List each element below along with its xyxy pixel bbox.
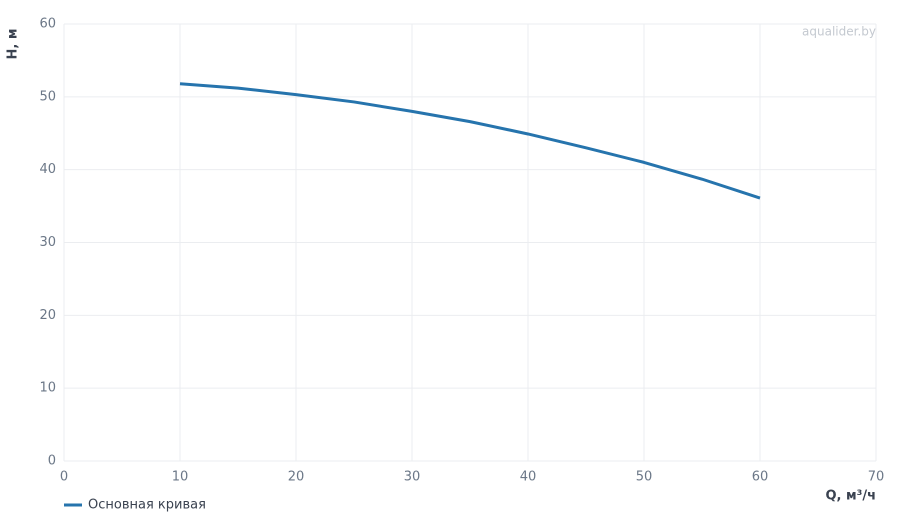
y-tick-label: 10 <box>39 381 56 396</box>
x-tick-label: 30 <box>404 470 421 485</box>
x-tick-label: 50 <box>636 470 653 485</box>
x-tick-label: 70 <box>868 470 885 485</box>
y-axis-title: H, м <box>6 29 21 60</box>
x-tick-label: 0 <box>60 470 68 485</box>
x-axis-title: Q, м³/ч <box>825 489 876 504</box>
y-tick-label: 60 <box>39 17 56 32</box>
x-tick-label: 40 <box>520 470 537 485</box>
y-tick-label: 40 <box>39 162 56 177</box>
watermark: aqualider.by <box>802 25 876 39</box>
y-tick-label: 20 <box>39 308 56 323</box>
x-tick-label: 10 <box>172 470 189 485</box>
y-tick-label: 50 <box>39 89 56 104</box>
y-tick-label: 0 <box>48 454 56 469</box>
data-line <box>179 82 761 200</box>
x-tick-label: 20 <box>288 470 305 485</box>
legend-label: Основная кривая <box>88 498 206 513</box>
x-tick-label: 60 <box>752 470 769 485</box>
y-tick-label: 30 <box>39 235 56 250</box>
